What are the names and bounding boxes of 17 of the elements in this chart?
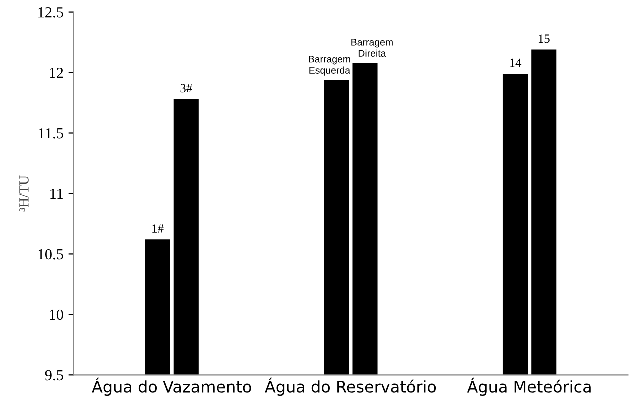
annotation: 15 xyxy=(538,34,550,44)
y-tick-label: 10.5 xyxy=(38,249,64,260)
annotation: Barragem Direita xyxy=(352,39,393,58)
annotation: Barragem Esquerda xyxy=(309,56,351,76)
y-tick-label: 10 xyxy=(50,310,64,320)
y-tick-label: 11 xyxy=(50,188,64,200)
x-tick-label: Água do Reservatório xyxy=(265,378,436,396)
y-tick-label: 12.5 xyxy=(38,7,64,18)
annotation: 3# xyxy=(180,84,192,93)
x-tick-label: Água Meteórica xyxy=(467,378,591,396)
annotation: 1# xyxy=(152,224,164,233)
y-tick-label: 11.5 xyxy=(39,128,64,139)
y-tick-label: 9.5 xyxy=(45,370,64,381)
y-axis-title: ³H/TU xyxy=(20,176,29,212)
y-tick-label: 12 xyxy=(50,68,64,78)
annotation: 14 xyxy=(510,58,522,68)
x-tick-label: Água do Vazamento xyxy=(92,378,252,396)
